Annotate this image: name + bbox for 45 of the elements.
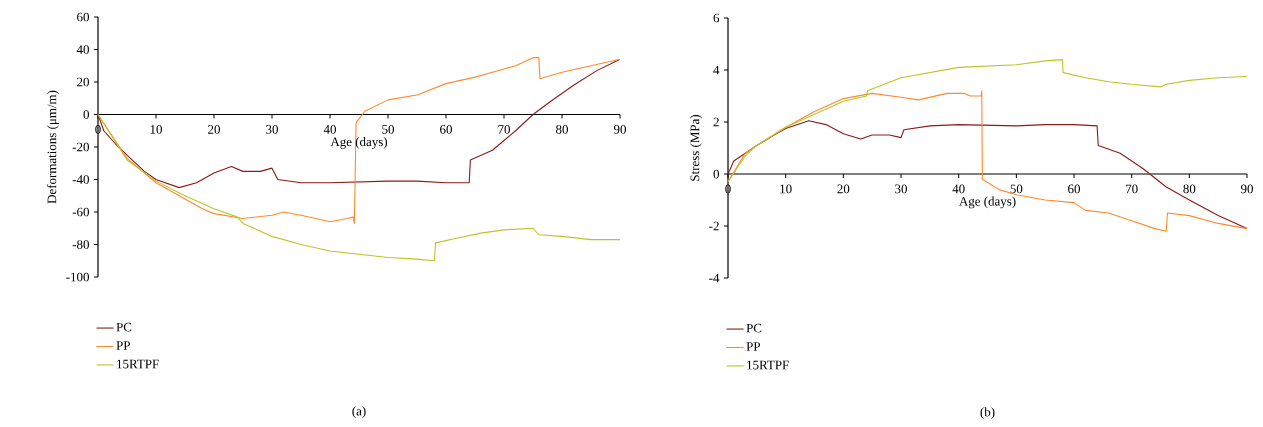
text: (a) bbox=[352, 406, 366, 419]
x-tick-label: 20 bbox=[208, 125, 220, 134]
x-tick-label: 60 bbox=[440, 125, 452, 134]
y-tick-label: 60 bbox=[77, 12, 89, 22]
legend-label: PP bbox=[116, 341, 130, 350]
legend-label: PP bbox=[746, 342, 760, 351]
y-tick-label: -4 bbox=[709, 273, 720, 283]
y-tick-label: 2 bbox=[713, 117, 719, 127]
y-tick-label: -20 bbox=[72, 142, 89, 152]
x-axis-title: Age (days) bbox=[959, 196, 1016, 209]
y-axis-title: Stress (MPa) bbox=[690, 114, 702, 181]
y-tick-label: 6 bbox=[713, 13, 720, 23]
x-tick-label: 70 bbox=[498, 125, 510, 134]
y-tick-label: -100 bbox=[66, 272, 89, 282]
y-tick-label: 4 bbox=[713, 65, 720, 75]
line-series bbox=[727, 59, 1248, 183]
y-tick-label: -2 bbox=[709, 221, 719, 231]
y-tick-label: -80 bbox=[72, 240, 89, 249]
x-tick-label: 10 bbox=[780, 184, 792, 194]
x-tick-label: 50 bbox=[1010, 184, 1023, 194]
y-tick-label: 0 bbox=[713, 169, 719, 179]
legend-label: PC bbox=[116, 322, 132, 332]
legend-label: PC bbox=[746, 323, 762, 333]
x-tick-label: 80 bbox=[556, 125, 568, 134]
x-tick-label: 30 bbox=[266, 125, 278, 134]
x-tick-label: 70 bbox=[1126, 184, 1138, 194]
y-axis-title: Deformations (μm/m) bbox=[47, 90, 59, 204]
x-tick-label: 40 bbox=[323, 125, 336, 134]
x-tick-label: 60 bbox=[1068, 184, 1080, 194]
x-tick-label: 90 bbox=[613, 125, 626, 134]
y-tick-label: 40 bbox=[76, 45, 89, 54]
x-tick-label: 80 bbox=[1183, 184, 1196, 194]
legend-label: 15RTPF bbox=[747, 360, 789, 370]
x-tick-label: 40 bbox=[952, 184, 965, 194]
legend-label: 15RTPF bbox=[117, 359, 159, 369]
x-tick-label: 10 bbox=[150, 125, 162, 134]
text: (b) bbox=[980, 407, 995, 420]
y-tick-label: -40 bbox=[72, 175, 89, 184]
y-tick-label: 0 bbox=[83, 110, 89, 119]
x-tick-label: 30 bbox=[895, 184, 907, 194]
y-tick-label: 20 bbox=[77, 77, 89, 87]
x-tick-label: 90 bbox=[1240, 184, 1253, 194]
y-tick-label: -60 bbox=[72, 207, 89, 217]
x-tick-label: 20 bbox=[837, 184, 850, 194]
x-tick-label: 50 bbox=[382, 125, 394, 134]
